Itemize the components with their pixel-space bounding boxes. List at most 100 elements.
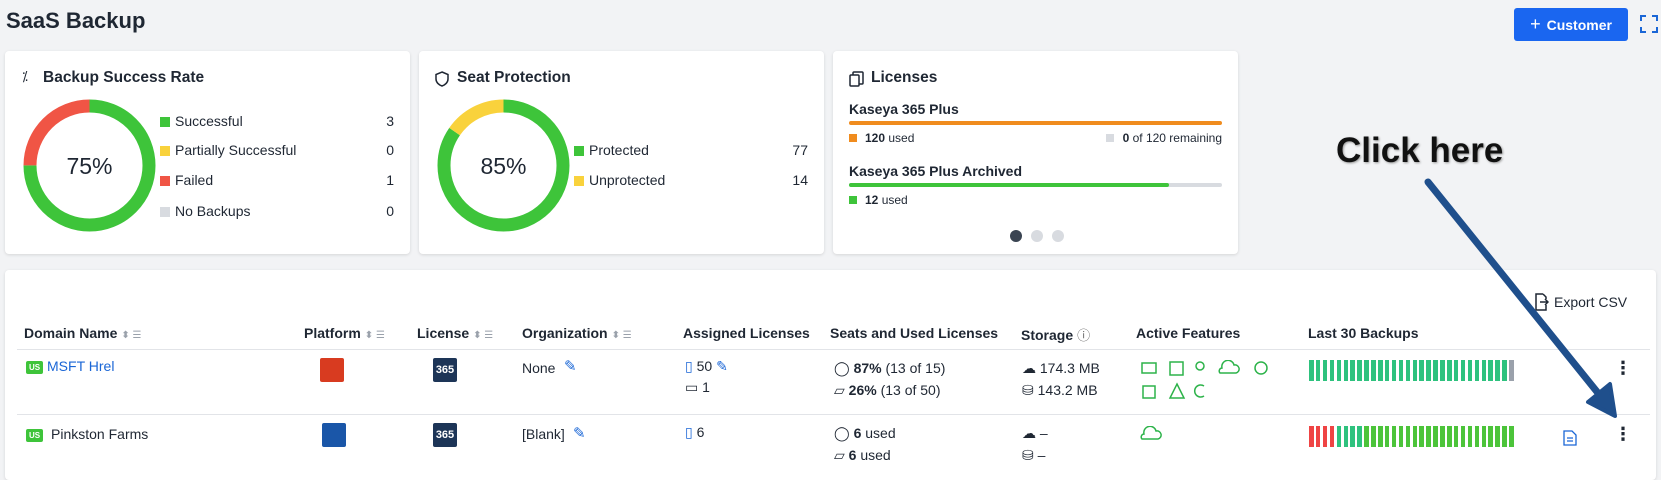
export-csv[interactable]: Export CSV [1554,294,1628,310]
column-header: Platform ⬍ ☰ [304,325,385,341]
region-badge: US [26,428,44,442]
backup-day [1391,426,1397,447]
edit-icon[interactable]: ✎ [716,358,728,374]
legend-swatch [160,207,170,217]
row-divider [17,414,1650,415]
assigned-licenses: ▯ 50 ✎ [685,358,728,374]
sort-filter-icons[interactable]: ⬍ ☰ [121,330,142,341]
domain-link[interactable]: MSFT Hrel [47,358,115,374]
backup-day [1315,426,1321,447]
backup-day [1378,426,1383,447]
edit-icon[interactable]: ✎ [573,425,586,442]
backup-day [1336,360,1342,381]
used-suffix: used [881,193,908,207]
customer-button[interactable]: + Customer [1514,8,1628,41]
backup-day [1384,360,1390,381]
backup-day [1343,360,1349,381]
backup-day [1509,426,1514,447]
row-menu[interactable]: ⋮ [1614,424,1632,444]
column-header: Active Features [1136,325,1240,341]
pagination-dots[interactable] [1008,228,1068,244]
seats-detail: (13 of 15) [885,360,946,376]
sort-filter-icons[interactable]: ⬍ ☰ [611,330,632,341]
license-badge: 365 [433,358,457,382]
used-count: 120 [865,131,886,145]
backup-day [1495,360,1500,381]
backup-day [1371,426,1376,447]
backup-day [1405,360,1411,381]
backup-day [1378,360,1383,381]
donut-center: 75% [66,153,113,179]
column-header: Organization ⬍ ☰ [522,325,632,341]
storage-line: ☁ 174.3 MB [1022,360,1100,376]
row-menu[interactable]: ⋮ [1614,358,1632,378]
seats-line: ▱ 6 used [834,447,891,463]
sort-filter-icons[interactable]: ⬍ ☰ [473,330,494,341]
backup-day [1309,426,1314,447]
backup-day [1481,360,1487,381]
column-title: Active Features [1136,325,1241,341]
legend-swatch [160,117,170,127]
backup-day [1460,360,1466,381]
column-header: Seats and Used Licenses [830,325,998,341]
assigned-count: 1 [702,379,710,395]
seats-detail: used [865,425,896,441]
legend-swatch [849,196,857,204]
used-suffix: used [888,131,915,145]
column-header: License ⬍ ☰ [417,325,493,341]
region-badge: US [26,360,44,374]
export-icon [1535,293,1549,311]
backup-day [1467,360,1473,381]
backup-day [1350,360,1355,381]
info-icon: ⓘ [1077,328,1091,343]
domain-cell: US Pinkston Farms [26,426,148,442]
column-title: Platform [304,325,361,341]
license-badge: 365 [433,423,457,447]
active-features [1140,426,1162,440]
backup-day [1405,426,1411,447]
license-bar [849,183,1169,187]
backup-day [1364,360,1369,381]
backup-day [1419,426,1424,447]
fullscreen-icon[interactable] [1639,14,1659,34]
backup-day [1329,426,1335,447]
backup-day [1412,360,1418,381]
legend-label: Partially Successful [175,142,297,158]
backup-day [1329,360,1335,381]
backup-day [1440,360,1445,381]
annotation: Click here [1336,131,1504,170]
backup-day [1474,360,1480,381]
customer-button-label: Customer [1546,17,1612,33]
backup-day [1426,426,1431,447]
used-count: 12 [865,193,879,207]
domain-name[interactable]: Pinkston Farms [51,426,149,442]
column-title: Storage [1021,327,1074,343]
backup-day [1488,426,1493,447]
seats-value: 26% [848,382,877,398]
storage-line: ☁ – [1022,425,1048,441]
seats-line: ▱ 26% (13 of 50) [834,382,941,398]
backup-day [1447,360,1452,381]
backup-day [1364,426,1369,447]
organization: [Blank] [522,426,565,442]
remaining-count: 0 [1122,131,1130,145]
backup-day [1322,360,1328,381]
backup-card: ⁒ Backup Success Rate 75% Successful 3 Par… [5,51,410,254]
legend-swatch [160,176,170,186]
edit-icon[interactable]: ✎ [564,358,577,375]
column-title: Assigned Licenses [683,325,810,341]
card-icon [849,71,864,87]
sort-filter-icons[interactable]: ⬍ ☰ [364,330,385,341]
card-title: Licenses [871,69,938,86]
backup-day [1398,426,1404,447]
column-header: Domain Name ⬍ ☰ [24,325,141,341]
report-icon[interactable] [1563,430,1577,446]
column-title: Organization [522,325,608,341]
seats-value: 6 [853,425,862,441]
legend-value: 0 [386,142,394,158]
legend-swatch [849,134,857,142]
donut-center: 85% [480,153,527,179]
legend-label: Successful [175,113,243,129]
backup-day [1371,360,1376,381]
legend-label: Protected [589,142,649,158]
